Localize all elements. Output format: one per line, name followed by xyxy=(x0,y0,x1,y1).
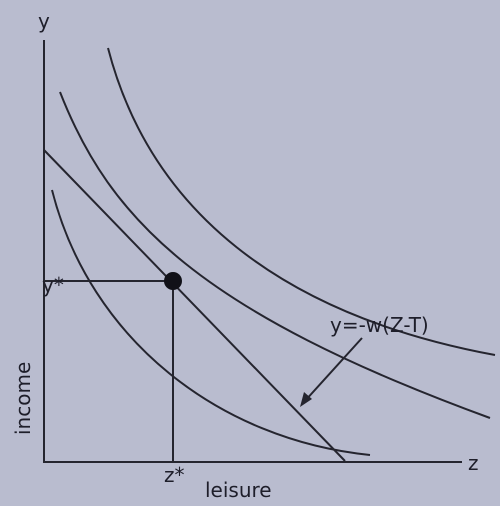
indifference-curve-high xyxy=(107,47,496,356)
x-axis-label: z xyxy=(468,451,479,475)
z-star-label: z* xyxy=(164,463,185,487)
arrow-head xyxy=(300,392,312,407)
arrow xyxy=(303,337,363,403)
y-star-label: y* xyxy=(42,273,64,297)
y-axis-title: income xyxy=(11,362,35,435)
x-axis-title: leisure xyxy=(205,478,272,502)
optimum-point xyxy=(164,272,182,290)
y-axis-label: y xyxy=(38,9,50,33)
budget-line xyxy=(43,149,346,462)
budget-line-label: y=-w(Z-T) xyxy=(330,313,429,337)
indifference-curve-low xyxy=(51,189,371,456)
indifference-curve-tangent xyxy=(59,91,491,419)
